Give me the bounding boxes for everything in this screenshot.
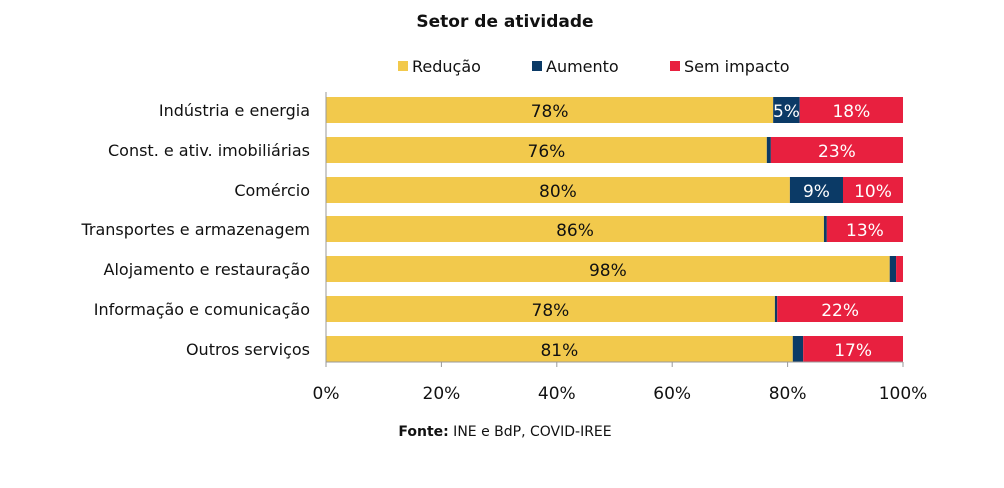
data-label: 9% (803, 182, 830, 202)
category-label: Const. e ativ. imobiliárias (108, 141, 310, 160)
bar-segment (842, 177, 903, 203)
x-tick-label: 60% (653, 384, 691, 404)
bar-segment (789, 177, 843, 203)
x-tick-label: 100% (879, 384, 928, 404)
x-tick-label: 0% (313, 384, 340, 404)
bar-segment (823, 216, 827, 242)
data-label: 22% (821, 301, 859, 321)
category-label: Informação e comunicação (94, 300, 310, 319)
bar-segment (774, 296, 778, 322)
data-label: 13% (846, 221, 884, 241)
bar-segment (799, 97, 903, 123)
bar-segment (889, 256, 897, 282)
bar-segment (766, 137, 771, 163)
bar-segment (773, 97, 800, 123)
data-label: 86% (556, 221, 594, 241)
legend-label: Redução (412, 57, 481, 76)
bar-segment (777, 296, 903, 322)
bar-segment (803, 336, 903, 362)
x-axis: 0% 20% 40% 60% 80% 100% (313, 92, 928, 404)
bar-segment (792, 336, 804, 362)
x-tick-label: 80% (769, 384, 807, 404)
bars: Indústria e energia 78% 5% 18% Const. e ativ… (80, 97, 903, 362)
legend-label: Sem impacto (684, 57, 790, 76)
source-label: Fonte: (398, 424, 448, 440)
x-tick-label: 40% (538, 384, 576, 404)
data-label: 78% (532, 301, 570, 321)
legend-label: Aumento (546, 57, 619, 76)
bar-segment (896, 256, 903, 282)
data-label: 5% (773, 102, 800, 122)
legend-swatch-0 (398, 61, 408, 71)
data-label: 23% (818, 142, 856, 162)
x-tick-label: 20% (423, 384, 461, 404)
source-note: Fonte: INE e BdP, COVID-IREE (398, 424, 611, 440)
data-label: 76% (528, 142, 566, 162)
category-label: Comércio (234, 181, 310, 200)
legend-swatch-1 (532, 61, 542, 71)
chart-title: Setor de atividade (416, 12, 593, 32)
bar-segment (326, 177, 790, 203)
data-label: 17% (834, 341, 872, 361)
category-label: Indústria e energia (159, 101, 310, 120)
bar-segment (326, 216, 824, 242)
legend: Redução Aumento Sem impacto (398, 57, 790, 76)
data-label: 18% (832, 102, 870, 122)
data-label: 10% (854, 182, 892, 202)
data-label: 81% (540, 341, 578, 361)
bar-segment (326, 336, 793, 362)
legend-swatch-2 (670, 61, 680, 71)
data-label: 98% (589, 261, 627, 281)
bar-segment (770, 137, 903, 163)
bar-segment (326, 296, 775, 322)
data-label: 80% (539, 182, 577, 202)
bar-segment (826, 216, 903, 242)
category-label: Alojamento e restauração (104, 260, 310, 279)
source-text: INE e BdP, COVID-IREE (449, 424, 612, 440)
bar-segment (326, 97, 774, 123)
bar-segment (326, 256, 890, 282)
category-label: Outros serviços (186, 340, 310, 359)
category-label: Transportes e armazenagem (80, 220, 310, 239)
data-label: 78% (531, 102, 569, 122)
bar-segment (326, 137, 767, 163)
